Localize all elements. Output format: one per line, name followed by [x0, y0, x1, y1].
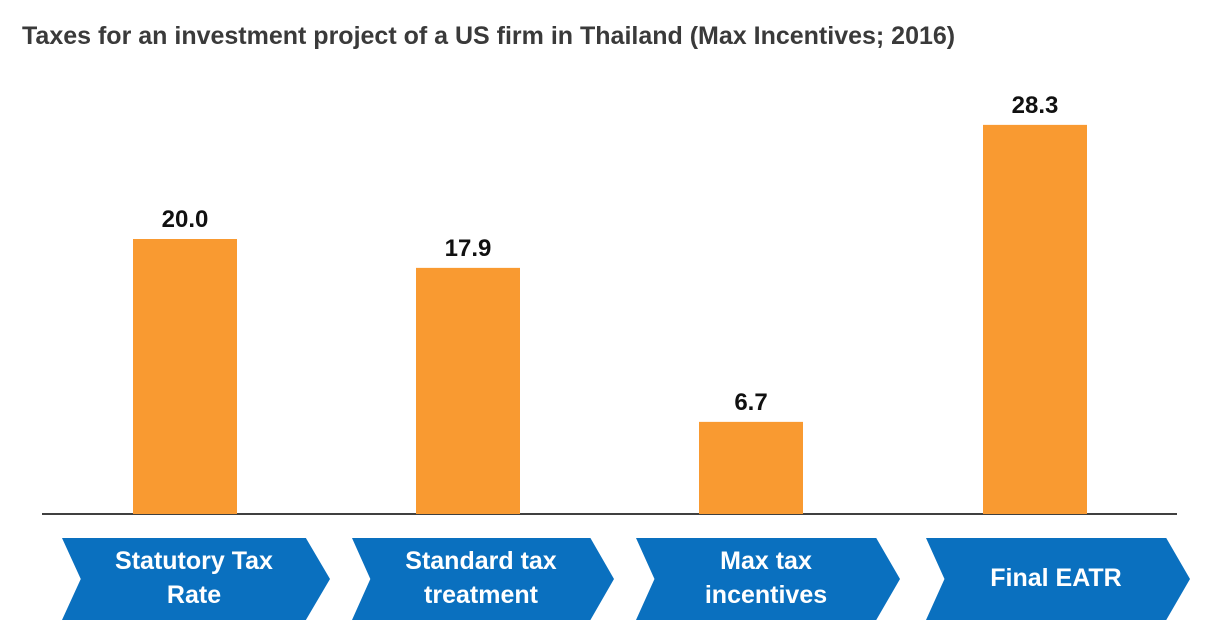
category-label: Final EATR	[926, 538, 1190, 620]
bar	[699, 421, 803, 514]
value-label: 28.3	[1012, 92, 1059, 119]
category-label: Standard tax treatment	[352, 538, 614, 620]
bar	[133, 239, 237, 514]
value-label: 6.7	[734, 389, 767, 416]
bar	[983, 124, 1087, 514]
chart-title: Taxes for an investment project of a US …	[22, 22, 955, 50]
category-label: Statutory Tax Rate	[62, 538, 330, 620]
bar	[416, 267, 520, 514]
value-label: 20.0	[162, 206, 209, 233]
category-label: Max tax incentives	[636, 538, 900, 620]
value-label: 17.9	[445, 235, 492, 262]
